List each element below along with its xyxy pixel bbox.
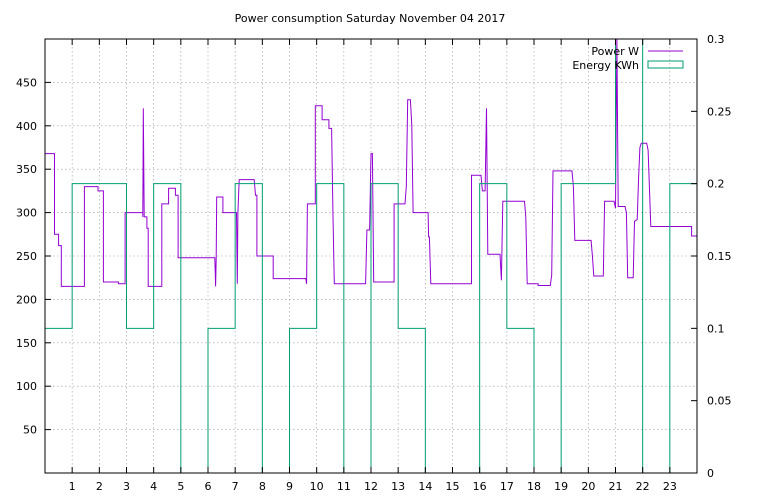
legend-swatch-energy xyxy=(647,60,684,69)
x-tick-label: 11 xyxy=(337,480,351,493)
x-tick-label: 19 xyxy=(554,480,568,493)
x-tick-label: 15 xyxy=(446,480,460,493)
x-tick-label: 8 xyxy=(259,480,266,493)
y-tick-label: 50 xyxy=(23,424,37,437)
x-tick-label: 3 xyxy=(123,480,130,493)
y-tick-label: 250 xyxy=(16,250,37,263)
legend-label-power: Power W xyxy=(591,45,639,58)
y2-tick-label: 0.05 xyxy=(707,395,732,408)
y-tick-label: 300 xyxy=(16,207,37,220)
y-tick-label: 200 xyxy=(16,293,37,306)
chart-title: Power consumption Saturday November 04 2… xyxy=(235,12,506,25)
x-tick-label: 5 xyxy=(177,480,184,493)
x-tick-label: 23 xyxy=(663,480,677,493)
legend-label-energy: Energy KWh xyxy=(572,59,639,72)
axis-ticks: 1 2 3 4 5 6 7 8 9 10 11 12 13 14 15 16 17 18 19 20 21 22 23501… xyxy=(16,33,732,493)
x-tick-label: 10 xyxy=(310,480,324,493)
x-tick-label: 2 xyxy=(96,480,103,493)
x-tick-label: 4 xyxy=(150,480,157,493)
x-tick-label: 6 xyxy=(205,480,212,493)
series-energy xyxy=(45,39,697,473)
y2-tick-label: 0 xyxy=(707,467,714,480)
y2-tick-label: 0.2 xyxy=(707,178,725,191)
x-tick-label: 13 xyxy=(391,480,405,493)
series-layer xyxy=(45,39,697,473)
series-power xyxy=(45,39,697,287)
y2-tick-label: 0.25 xyxy=(707,105,732,118)
x-tick-label: 14 xyxy=(418,480,432,493)
y-tick-label: 100 xyxy=(16,380,37,393)
legend: Power W Energy KWh xyxy=(572,45,684,72)
x-tick-label: 20 xyxy=(581,480,595,493)
x-tick-label: 22 xyxy=(636,480,650,493)
x-tick-label: 16 xyxy=(473,480,487,493)
x-tick-label: 9 xyxy=(286,480,293,493)
y-tick-label: 400 xyxy=(16,120,37,133)
x-tick-label: 7 xyxy=(232,480,239,493)
x-tick-label: 17 xyxy=(500,480,514,493)
x-tick-label: 12 xyxy=(364,480,378,493)
x-tick-label: 21 xyxy=(609,480,623,493)
x-tick-label: 18 xyxy=(527,480,541,493)
y-tick-label: 450 xyxy=(16,76,37,89)
y-tick-label: 150 xyxy=(16,337,37,350)
y2-tick-label: 0.1 xyxy=(707,322,725,335)
y2-tick-label: 0.3 xyxy=(707,33,725,46)
x-tick-label: 1 xyxy=(69,480,76,493)
y-tick-label: 350 xyxy=(16,163,37,176)
y2-tick-label: 0.15 xyxy=(707,250,732,263)
